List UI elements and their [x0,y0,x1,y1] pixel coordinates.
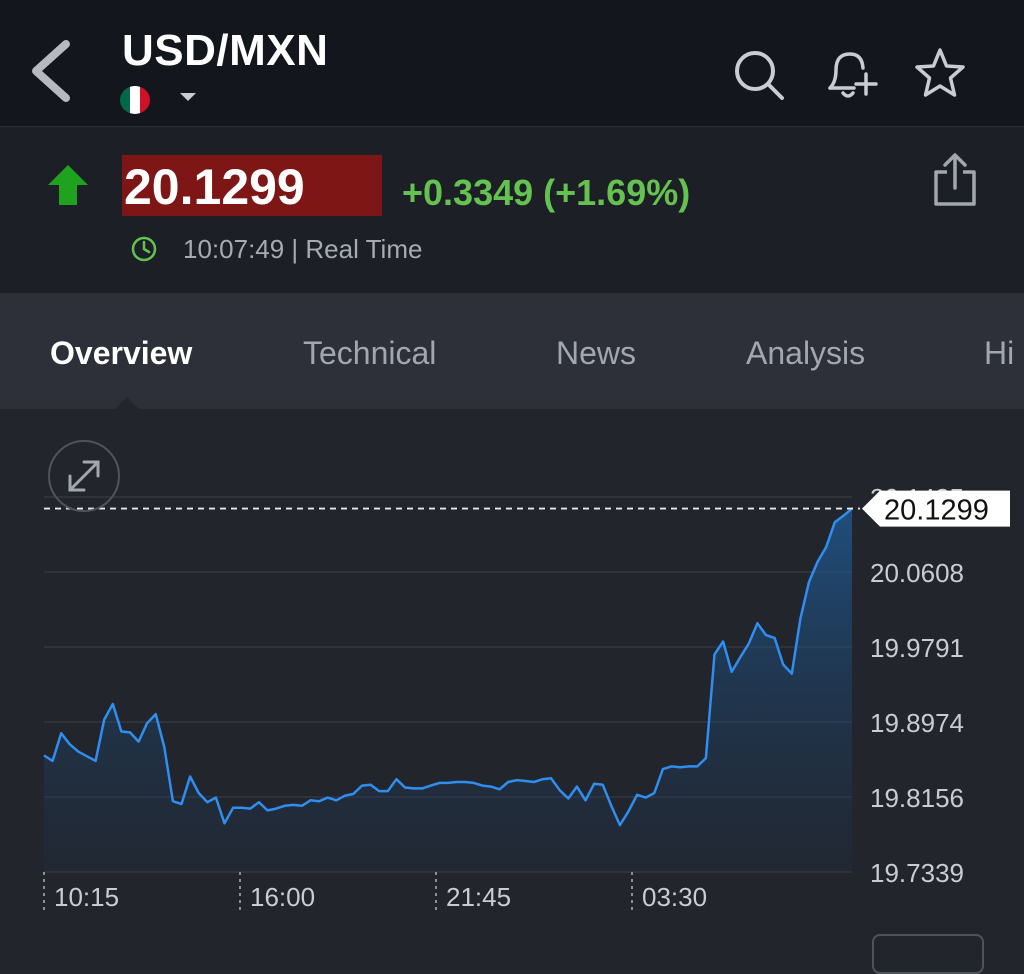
active-tab-indicator [115,397,139,409]
chart-settings-button[interactable] [872,934,984,974]
tab-bar: Overview Technical News Analysis Hi [0,293,1024,409]
expand-icon [68,460,100,492]
mexico-flag-icon[interactable] [120,86,150,114]
search-icon[interactable] [730,44,786,104]
y-tick-label: 19.8156 [870,783,964,813]
current-price-label: 20.1299 [884,495,989,527]
chevron-down-icon[interactable] [180,93,196,101]
x-tick-label: 16:00 [250,882,315,912]
add-alert-bell-icon[interactable] [822,44,878,104]
x-tick-label: 10:15 [54,882,119,912]
price-area [44,508,852,872]
header-bar: USD/MXN [0,0,1024,127]
arrow-up-icon [48,165,88,205]
current-price-tag [862,490,1010,527]
price-line [43,507,853,827]
share-icon[interactable] [930,150,980,210]
price-chart[interactable]: 20.142520.060819.979119.897419.815619.73… [0,420,1024,959]
star-icon[interactable] [912,44,968,104]
y-tick-label: 19.8974 [870,708,964,738]
y-tick-label: 19.7339 [870,858,964,888]
tab-technical[interactable]: Technical [303,335,437,371]
tab-overview[interactable]: Overview [50,335,193,371]
price-highlight [122,155,382,216]
tab-analysis[interactable]: Analysis [746,335,866,371]
x-tick-label: 21:45 [446,882,511,912]
tab-historical[interactable]: Hi [984,335,1015,371]
y-tick-label: 20.0608 [870,558,964,588]
quote-timestamp: 10:07:49 | Real Time [183,234,423,264]
last-price: 20.1299 [124,159,305,215]
expand-chart-button[interactable] [48,440,120,512]
y-tick-label: 19.9791 [870,633,964,663]
tab-news[interactable]: News [556,335,637,371]
x-tick-label: 03:30 [642,882,707,912]
price-change: +0.3349 (+1.69%) [402,172,691,213]
clock-icon [131,236,157,262]
instrument-title: USD/MXN [122,26,329,75]
back-icon[interactable] [22,34,82,108]
